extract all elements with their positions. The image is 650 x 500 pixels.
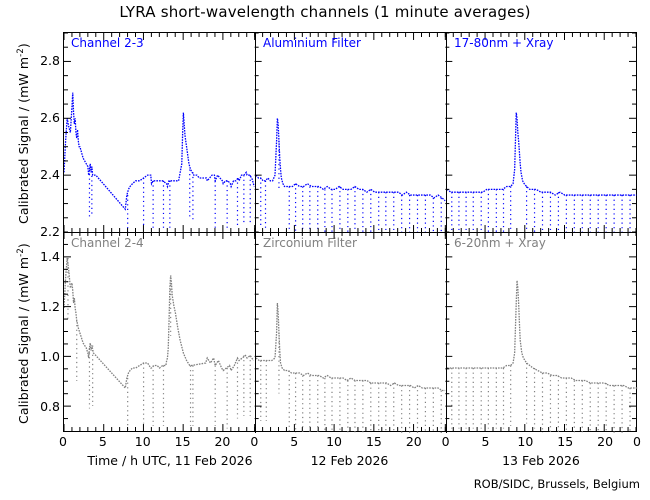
credit-text: ROB/SIDC, Brussels, Belgium <box>473 477 640 491</box>
x-tick-label: 20 <box>214 434 231 449</box>
plot-grid: Channel 2-3 Aluminium Filter 17-80nm + X… <box>63 32 638 433</box>
panel-6-20nm-xray: 6-20nm + Xray <box>446 233 638 433</box>
y-tick-label: 2.8 <box>40 52 60 68</box>
panel-label-zirconium-filter: Zirconium Filter <box>263 236 357 250</box>
panel-label-channel-2-4: Channel 2-4 <box>71 236 144 250</box>
x-tick-label: 5 <box>481 434 490 449</box>
y-axis-ticks: 2.2 2.4 2.6 2.8 0.8 1.0 1.2 1.4 <box>18 32 60 432</box>
y-tick-label: 1.0 <box>40 349 60 364</box>
x-tick-label: 15 <box>365 434 382 449</box>
page-title: LYRA short-wavelength channels (1 minute… <box>119 3 531 21</box>
plot-row-bottom: Channel 2-4 Zirconium Filter 6-20nm + Xr… <box>64 233 638 433</box>
y-tick-label: 0.8 <box>40 399 60 414</box>
x-tick-label: 5 <box>290 434 299 449</box>
y-tick-label: 1.4 <box>40 249 60 264</box>
panel-zirconium-filter: Zirconium Filter <box>255 233 446 433</box>
x-axis-label-day3: 13 Feb 2026 <box>502 453 580 468</box>
x-tick-label: 20 <box>597 434 614 449</box>
trace-zirconium-filter <box>256 302 446 433</box>
panel-label-17-80nm-xray: 17-80nm + Xray <box>454 36 554 50</box>
panel-aluminium-filter: Aluminium Filter <box>255 33 446 232</box>
x-tick-label: 15 <box>174 434 191 449</box>
panel-channel-2-4: Channel 2-4 <box>64 233 255 433</box>
x-tick-label: 10 <box>326 434 342 449</box>
x-axis-label-day1: Time / h UTC, 11 Feb 2026 <box>87 453 253 468</box>
panel-17-80nm-xray: 17-80nm + Xray <box>446 33 638 232</box>
trace-17-80nm-xray <box>447 112 637 232</box>
x-axis-label-day2: 12 Feb 2026 <box>310 453 389 468</box>
trace-channel-2-4 <box>64 257 254 433</box>
y-tick-label: 1.2 <box>40 299 60 314</box>
panel-channel-2-3: Channel 2-3 <box>64 33 255 232</box>
trace-channel-2-3 <box>64 92 255 232</box>
trace-6-20nm-xray <box>447 280 638 433</box>
x-tick-label: 10 <box>134 434 151 449</box>
x-axis-ticks: 0 5 10 15 20 0 5 10 15 20 0 5 10 15 20 0 <box>59 434 641 452</box>
panel-label-channel-2-3: Channel 2-3 <box>71 36 144 50</box>
x-tick-label: 20 <box>405 434 422 449</box>
x-tick-label: 0 <box>250 434 259 449</box>
x-tick-label: 0 <box>441 434 450 449</box>
y-tick-label: 2.2 <box>40 224 60 239</box>
panel-label-6-20nm-xray: 6-20nm + Xray <box>454 236 546 250</box>
panel-label-aluminium-filter: Aluminium Filter <box>263 36 361 50</box>
x-tick-label: 5 <box>98 434 107 449</box>
plot-row-top: Channel 2-3 Aluminium Filter 17-80nm + X… <box>64 33 638 233</box>
x-tick-label: 15 <box>557 434 574 449</box>
y-tick-label: 2.6 <box>40 109 60 125</box>
x-tick-label: 0 <box>59 434 67 449</box>
x-tick-label: 0 <box>633 434 641 449</box>
trace-aluminium-filter <box>256 118 446 232</box>
y-tick-label: 2.4 <box>40 166 60 182</box>
x-tick-label: 10 <box>517 434 534 449</box>
